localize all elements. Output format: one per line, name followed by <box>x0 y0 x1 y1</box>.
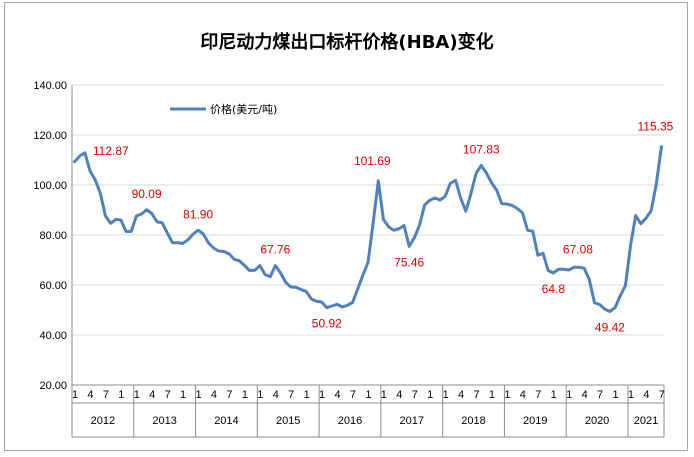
y-tick-label: 40.00 <box>39 330 67 342</box>
x-tick-label: 7 <box>659 389 665 401</box>
x-tick-label: 1 <box>180 389 186 401</box>
x-tick-label: 7 <box>535 389 541 401</box>
x-tick-label: 7 <box>473 389 479 401</box>
x-tick-label: 7 <box>288 389 294 401</box>
data-label: 112.87 <box>93 144 129 158</box>
x-tick-label: 1 <box>566 389 572 401</box>
x-tick-label: 4 <box>273 389 279 401</box>
x-tick-label: 1 <box>257 389 263 401</box>
data-label: 75.46 <box>394 255 424 269</box>
year-label: 2020 <box>585 415 609 427</box>
x-tick-label: 4 <box>458 389 464 401</box>
year-label: 2018 <box>461 415 485 427</box>
x-tick-label: 1 <box>551 389 557 401</box>
x-tick-label: 1 <box>443 389 449 401</box>
x-tick-label: 4 <box>149 389 155 401</box>
x-tick-label: 1 <box>242 389 248 401</box>
x-tick-label: 7 <box>412 389 418 401</box>
data-label: 101.69 <box>354 154 391 168</box>
x-tick-label: 1 <box>195 389 201 401</box>
year-label: 2012 <box>91 415 115 427</box>
chart-title: 印尼动力煤出口标杆价格(HBA)变化 <box>200 32 494 53</box>
x-tick-label: 1 <box>72 389 78 401</box>
chart-frame <box>4 2 688 451</box>
year-label: 2019 <box>523 415 547 427</box>
x-tick-label: 7 <box>597 389 603 401</box>
y-tick-label: 120.00 <box>33 130 67 142</box>
data-label: 107.83 <box>463 142 500 156</box>
y-tick-label: 20.00 <box>39 380 67 392</box>
x-tick-label: 7 <box>103 389 109 401</box>
x-tick-label: 1 <box>628 389 634 401</box>
x-tick-label: 4 <box>520 389 526 401</box>
y-tick-label: 140.00 <box>33 80 67 92</box>
x-tick-label: 1 <box>504 389 510 401</box>
data-label: 50.92 <box>312 317 342 331</box>
x-tick-label: 1 <box>612 389 618 401</box>
price-series-line <box>73 145 663 313</box>
x-tick-label: 1 <box>304 389 310 401</box>
x-tick-label: 1 <box>365 389 371 401</box>
x-tick-label: 1 <box>118 389 124 401</box>
legend-label: 价格(美元/吨) <box>210 102 277 116</box>
data-label: 81.90 <box>183 207 213 221</box>
x-tick-label: 4 <box>211 389 217 401</box>
x-tick-label: 4 <box>87 389 93 401</box>
data-label: 67.76 <box>260 243 290 257</box>
x-tick-label: 7 <box>165 389 171 401</box>
y-tick-label: 60.00 <box>39 280 67 292</box>
x-tick-label: 4 <box>582 389 588 401</box>
x-tick-label: 1 <box>381 389 387 401</box>
x-tick-label: 1 <box>489 389 495 401</box>
x-tick-label: 7 <box>226 389 232 401</box>
x-tick-label: 4 <box>396 389 402 401</box>
data-label: 90.09 <box>132 187 162 201</box>
x-tick-label: 7 <box>350 389 356 401</box>
y-tick-label: 100.00 <box>33 180 67 192</box>
year-label: 2013 <box>152 415 176 427</box>
year-label: 2016 <box>338 415 362 427</box>
data-label: 64.8 <box>542 282 566 296</box>
x-tick-label: 1 <box>319 389 325 401</box>
x-tick-label: 1 <box>427 389 433 401</box>
year-label: 2014 <box>214 415 238 427</box>
year-label: 2021 <box>634 415 658 427</box>
x-tick-label: 1 <box>134 389 140 401</box>
x-tick-label: 4 <box>334 389 340 401</box>
x-tick-label: 4 <box>643 389 649 401</box>
y-tick-label: 80.00 <box>39 230 67 242</box>
year-label: 2017 <box>400 415 424 427</box>
data-label: 67.08 <box>563 242 593 256</box>
data-label: 49.42 <box>595 320 625 334</box>
data-label: 115.35 <box>638 120 674 134</box>
year-label: 2015 <box>276 415 300 427</box>
